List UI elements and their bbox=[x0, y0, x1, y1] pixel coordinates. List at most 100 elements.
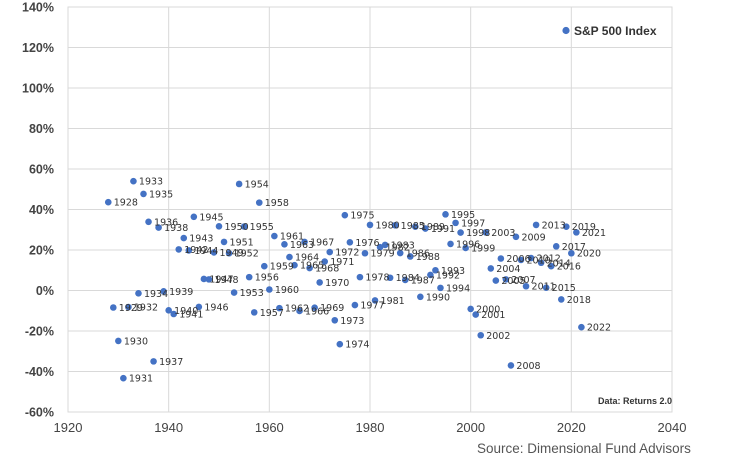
point-label-1984: 1984 bbox=[396, 273, 420, 284]
point-1994 bbox=[437, 284, 444, 292]
point-1930 bbox=[115, 337, 122, 345]
year-labels: 1928 1929 1930 1931 1932 1933 1934 1935 1936 1937… bbox=[114, 177, 611, 385]
gridlines bbox=[67, 6, 673, 413]
y-tick-label: -20% bbox=[25, 325, 54, 339]
point-label-1933: 1933 bbox=[139, 177, 163, 188]
point-label-2019: 2019 bbox=[572, 222, 596, 233]
point-1997 bbox=[452, 219, 459, 227]
point-1999 bbox=[462, 244, 469, 252]
point-label-1970: 1970 bbox=[325, 278, 349, 289]
point-1981 bbox=[371, 297, 379, 304]
point-label-1993: 1993 bbox=[441, 266, 465, 277]
point-1940 bbox=[165, 307, 172, 314]
y-tick-label: -60% bbox=[25, 406, 54, 420]
point-label-1964: 1964 bbox=[295, 253, 319, 264]
point-label-1938: 1938 bbox=[164, 223, 188, 234]
point-2021 bbox=[573, 229, 580, 236]
point-label-1963: 1963 bbox=[290, 240, 314, 251]
point-1968 bbox=[306, 264, 313, 272]
source-caption: Source: Dimensional Fund Advisors bbox=[477, 441, 691, 456]
point-label-1936: 1936 bbox=[154, 217, 178, 228]
point-label-1996: 1996 bbox=[456, 239, 480, 250]
point-label-2001: 2001 bbox=[481, 310, 505, 321]
point-label-1929: 1929 bbox=[119, 303, 143, 314]
point-1964 bbox=[286, 253, 293, 261]
point-2004 bbox=[487, 265, 495, 272]
point-1958 bbox=[255, 199, 263, 206]
y-tick-label: 40% bbox=[29, 203, 54, 217]
data-note: Data: Returns 2.0 bbox=[598, 396, 672, 406]
y-tick-label: 140% bbox=[22, 1, 54, 15]
point-1961 bbox=[271, 232, 278, 240]
point-1956 bbox=[245, 273, 253, 281]
point-2012 bbox=[527, 254, 535, 262]
plot-frame bbox=[67, 6, 673, 413]
point-label-2004: 2004 bbox=[496, 264, 520, 275]
point-1985 bbox=[391, 221, 399, 229]
point-label-2020: 2020 bbox=[577, 249, 601, 260]
x-tick-label: 2000 bbox=[456, 420, 485, 435]
point-label-1935: 1935 bbox=[149, 189, 173, 200]
point-label-1990: 1990 bbox=[426, 292, 450, 303]
point-label-1992: 1992 bbox=[436, 270, 460, 281]
point-label-1986: 1986 bbox=[406, 249, 430, 260]
point-label-1991: 1991 bbox=[431, 224, 455, 235]
point-1947 bbox=[200, 275, 208, 283]
point-2000 bbox=[467, 305, 474, 313]
point-1996 bbox=[447, 240, 454, 248]
point-1974 bbox=[336, 340, 344, 348]
point-1929 bbox=[110, 304, 117, 311]
point-1986 bbox=[396, 249, 404, 257]
point-1969 bbox=[311, 304, 318, 312]
y-tick-label: -40% bbox=[25, 365, 54, 379]
point-label-1998: 1998 bbox=[466, 228, 490, 239]
point-2015 bbox=[542, 284, 550, 291]
point-label-1950: 1950 bbox=[225, 222, 249, 233]
point-2017 bbox=[552, 243, 560, 250]
point-1984 bbox=[386, 274, 394, 282]
point-label-1989: 1989 bbox=[421, 222, 445, 233]
point-1938 bbox=[155, 224, 162, 231]
point-label-2016: 2016 bbox=[557, 262, 581, 273]
point-label-2008: 2008 bbox=[516, 361, 540, 372]
x-tick-label: 1960 bbox=[255, 420, 284, 435]
point-label-1961: 1961 bbox=[280, 232, 304, 243]
point-2010 bbox=[517, 256, 525, 264]
y-tick-label: 120% bbox=[22, 41, 54, 55]
point-2008 bbox=[507, 362, 515, 369]
point-label-1976: 1976 bbox=[355, 238, 379, 249]
point-label-1980: 1980 bbox=[376, 220, 400, 231]
point-label-2006: 2006 bbox=[506, 254, 530, 265]
point-2014 bbox=[537, 259, 545, 267]
point-label-1995: 1995 bbox=[451, 210, 475, 221]
point-1965 bbox=[291, 261, 298, 269]
y-axis-ticks: -60% -40% -20% 0% 20% 40% 60% 80% 100% 120% 140% bbox=[22, 1, 54, 420]
point-2018 bbox=[557, 296, 565, 303]
point-1998 bbox=[457, 229, 464, 236]
point-1953 bbox=[230, 289, 238, 296]
point-1954 bbox=[235, 180, 243, 188]
point-1970 bbox=[316, 279, 323, 286]
point-1972 bbox=[326, 248, 334, 256]
point-2016 bbox=[547, 262, 555, 270]
point-label-1994: 1994 bbox=[446, 283, 470, 294]
point-1957 bbox=[250, 309, 258, 316]
x-tick-label: 1920 bbox=[54, 420, 83, 435]
point-1941 bbox=[170, 310, 177, 318]
point-1959 bbox=[261, 262, 268, 270]
point-2020 bbox=[568, 249, 575, 257]
point-label-1945: 1945 bbox=[199, 212, 223, 223]
point-2019 bbox=[563, 223, 570, 231]
point-label-1928: 1928 bbox=[114, 198, 138, 209]
legend-marker bbox=[562, 26, 570, 35]
point-label-1979: 1979 bbox=[370, 249, 394, 260]
y-tick-label: 60% bbox=[29, 163, 54, 177]
point-label-1947: 1947 bbox=[209, 274, 233, 285]
point-1995 bbox=[442, 211, 449, 218]
point-label-1930: 1930 bbox=[124, 336, 148, 347]
point-1966 bbox=[296, 307, 303, 315]
point-label-1957: 1957 bbox=[260, 308, 284, 319]
point-label-1944: 1944 bbox=[194, 246, 218, 257]
point-label-1932: 1932 bbox=[134, 303, 158, 314]
